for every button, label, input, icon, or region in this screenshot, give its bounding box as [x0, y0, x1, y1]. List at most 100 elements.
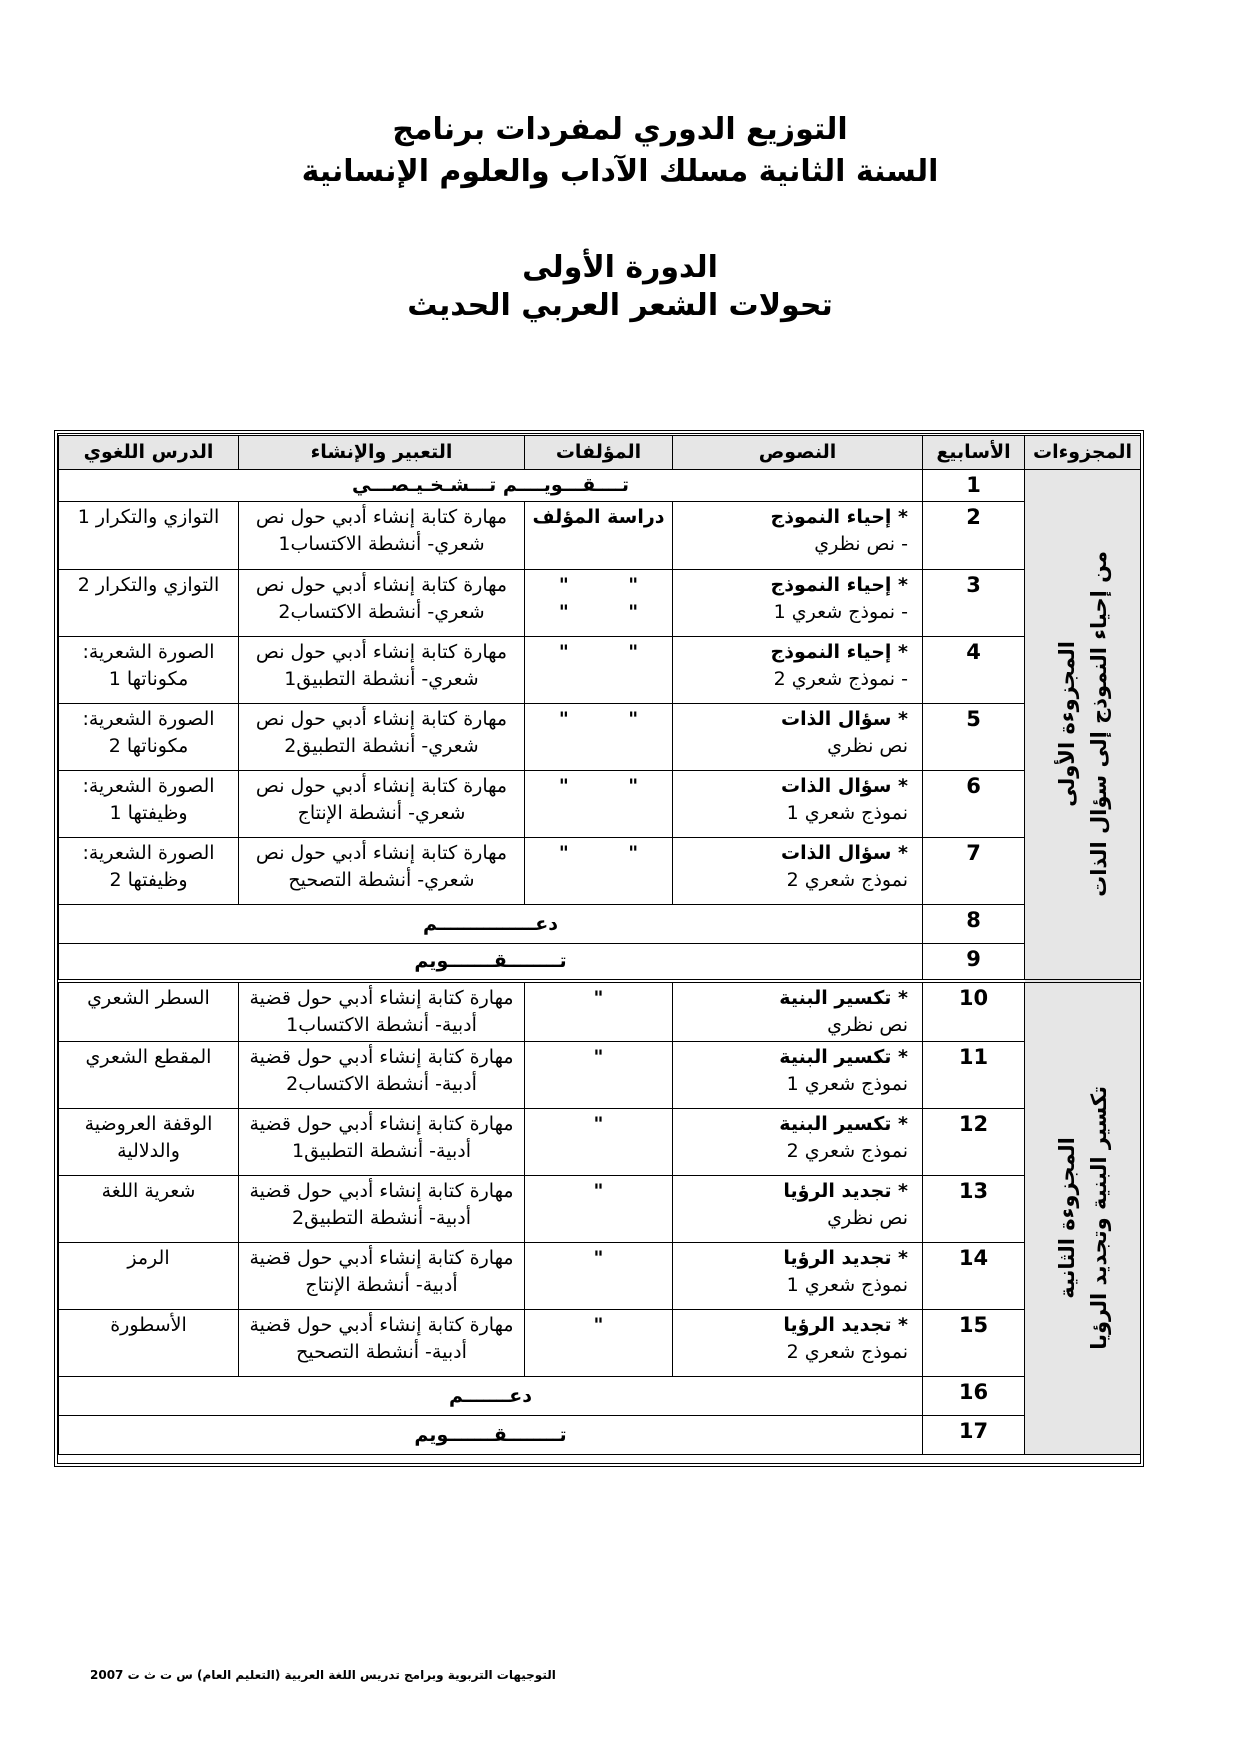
table-row: المجزوءة الثانية تكسير البنية وتجديد الر…	[58, 978, 1141, 1455]
text-subtitle: نموذج شعري 2	[786, 1140, 908, 1162]
texts-cell: * تجديد الرؤيا نموذج شعري 2	[672, 1309, 923, 1377]
text-title: * تجديد الرؤيا	[783, 1180, 908, 1202]
module-title: المجزوءة الثانية تكسير البنية وتجديد الر…	[1054, 1086, 1111, 1351]
text-subtitle: نموذج شعري 1	[786, 1274, 908, 1296]
week-cell: 5	[922, 703, 1025, 771]
text-title: * إحياء النموذج	[770, 574, 908, 596]
expression-cell: مهارة كتابة إنشاء أدبي حول نص شعري- أنشط…	[238, 770, 525, 838]
expression-cell: مهارة كتابة إنشاء أدبي حول نص شعري- أنشط…	[238, 636, 525, 704]
expression-cell: مهارة كتابة إنشاء أدبي حول نص شعري- أنشط…	[238, 501, 525, 570]
text-title: * إحياء النموذج	[770, 641, 908, 663]
text-title: * سؤال الذات	[781, 842, 908, 864]
table-row: 14 * تجديد الرؤيا نموذج شعري 1 " مهارة كتابة…	[58, 1242, 1141, 1310]
table-row: 16 دعـــــــم	[58, 1376, 1141, 1416]
table-row: 2 * إحياء النموذج - نص نظري دراسة المؤلف مها…	[58, 501, 1141, 570]
week-cell: 9	[922, 943, 1025, 981]
text-title: * تجديد الرؤيا	[783, 1314, 908, 1336]
week-cell: 10	[922, 978, 1025, 1042]
week-cell: 1	[922, 469, 1025, 502]
text-subtitle: نص نظري	[827, 1013, 908, 1036]
table-row: 12 * تكسير البنية نموذج شعري 2 " مهارة كتابة…	[58, 1108, 1141, 1176]
week-cell: 6	[922, 770, 1025, 838]
title-line-4: تحولات الشعر العربي الحديث	[407, 288, 833, 323]
table-row: 11 * تكسير البنية نموذج شعري 1 " مهارة كتابة…	[58, 1041, 1141, 1109]
week-cell: 7	[922, 837, 1025, 905]
text-title: * تجديد الرؤيا	[783, 1247, 908, 1269]
expression-cell: مهارة كتابة إنشاء أدبي حول قضية أدبية- أ…	[238, 1108, 525, 1176]
works-cell: " "	[524, 770, 673, 838]
week-cell: 16	[922, 1376, 1025, 1416]
week-cell: 11	[922, 1041, 1025, 1109]
works-cell: "	[524, 1108, 673, 1176]
week-cell: 2	[922, 501, 1025, 570]
text-subtitle: نموذج شعري 2	[786, 1341, 908, 1363]
header-cell: المجزوءات	[1024, 435, 1141, 470]
expression-cell: مهارة كتابة إنشاء أدبي حول قضية أدبية- أ…	[238, 978, 525, 1042]
week-cell: 13	[922, 1175, 1025, 1243]
expression-cell: مهارة كتابة إنشاء أدبي حول قضية أدبية- أ…	[238, 1242, 525, 1310]
texts-cell: * سؤال الذات نموذج شعري 2	[672, 837, 923, 905]
texts-cell: * إحياء النموذج - نص نظري	[672, 501, 923, 570]
table-row: المجزوءة الأولى من إحياء النموذج إلى سؤا…	[58, 469, 1141, 981]
text-title: * تكسير البنية	[779, 1113, 908, 1135]
language-cell: الأسطورة	[58, 1309, 239, 1377]
span-cell: تــــــــقـــــــويم	[58, 943, 923, 981]
expression-cell: مهارة كتابة إنشاء أدبي حول نص شعري- أنشط…	[238, 837, 525, 905]
table-row: 9 تــــــــقـــــــويم	[58, 943, 1141, 981]
texts-cell: * تجديد الرؤيا نص نظري	[672, 1175, 923, 1243]
week-cell: 8	[922, 904, 1025, 944]
week-cell: 14	[922, 1242, 1025, 1310]
works-cell: "	[524, 1041, 673, 1109]
week-cell: 12	[922, 1108, 1025, 1176]
language-cell: السطر الشعري	[58, 978, 239, 1042]
language-cell: التوازي والتكرار 2	[58, 569, 239, 637]
header-cell: التعبير والإنشاء	[238, 435, 525, 470]
week-cell: 17	[922, 1415, 1025, 1455]
texts-cell: * تكسير البنية نص نظري	[672, 978, 923, 1042]
text-subtitle: نموذج شعري 1	[786, 1073, 908, 1095]
expression-cell: مهارة كتابة إنشاء أدبي حول قضية أدبية- أ…	[238, 1041, 525, 1109]
language-cell: الوقفة العروضية والدلالية	[58, 1108, 239, 1176]
text-subtitle: - نموذج شعري 2	[773, 668, 908, 690]
works-cell: "	[524, 1175, 673, 1243]
language-cell: الصورة الشعرية: وظيفتها 1	[58, 770, 239, 838]
module-title: المجزوءة الأولى من إحياء النموذج إلى سؤا…	[1054, 551, 1111, 898]
text-title: * تكسير البنية	[779, 1046, 908, 1068]
header-cell: الدرس اللغوي	[58, 435, 239, 470]
footer: التوجيهات التربوية وبرامج تدريس اللغة ال…	[90, 1668, 556, 1682]
texts-cell: * تكسير البنية نموذج شعري 2	[672, 1108, 923, 1176]
week-cell: 4	[922, 636, 1025, 704]
span-cell: دعـــــــــــــــم	[58, 904, 923, 944]
span-cell: دعـــــــم	[58, 1376, 923, 1416]
text-subtitle: نموذج شعري 2	[786, 869, 908, 891]
text-subtitle: نموذج شعري 1	[786, 802, 908, 824]
week-cell: 3	[922, 569, 1025, 637]
title-line-1: التوزيع الدوري لمفردات برنامج	[392, 112, 848, 147]
title-line-3: الدورة الأولى	[522, 250, 718, 285]
expression-cell: مهارة كتابة إنشاء أدبي حول نص شعري- أنشط…	[238, 569, 525, 637]
span-cell: تــــقـــويــــم تـــشـخـيـصـــي	[58, 469, 923, 502]
texts-cell: * تكسير البنية نموذج شعري 1	[672, 1041, 923, 1109]
text-title: * سؤال الذات	[781, 708, 908, 730]
texts-cell: * سؤال الذات نص نظري	[672, 703, 923, 771]
language-cell: الصورة الشعرية: مكوناتها 1	[58, 636, 239, 704]
table-row: 6 * سؤال الذات نموذج شعري 1 " " مهارة كتابة …	[58, 770, 1141, 838]
text-subtitle: نص نظري	[827, 1207, 908, 1229]
texts-cell: * تجديد الرؤيا نموذج شعري 1	[672, 1242, 923, 1310]
texts-cell: * سؤال الذات نموذج شعري 1	[672, 770, 923, 838]
language-cell: الصورة الشعرية: مكوناتها 2	[58, 703, 239, 771]
works-cell: " "	[524, 837, 673, 905]
text-title: * سؤال الذات	[781, 775, 908, 797]
table-row: 15 * تجديد الرؤيا نموذج شعري 2 " مهارة كتابة…	[58, 1309, 1141, 1377]
table-row: 3 * إحياء النموذج - نموذج شعري 1 " " " " مها…	[58, 569, 1141, 637]
works-cell: "	[524, 1309, 673, 1377]
week-cell: 15	[922, 1309, 1025, 1377]
table-row: 13 * تجديد الرؤيا نص نظري " مهارة كتابة إنشا…	[58, 1175, 1141, 1243]
text-subtitle: نص نظري	[827, 735, 908, 757]
header-cell: المؤلفات	[524, 435, 673, 470]
text-subtitle: - نص نظري	[814, 533, 908, 555]
text-title: * تكسير البنية	[779, 986, 908, 1009]
module-cell: المجزوءة الثانية تكسير البنية وتجديد الر…	[1024, 978, 1141, 1455]
header-cell: الأسابيع	[922, 435, 1025, 470]
table-row: 7 * سؤال الذات نموذج شعري 2 " " مهارة كتابة …	[58, 837, 1141, 905]
